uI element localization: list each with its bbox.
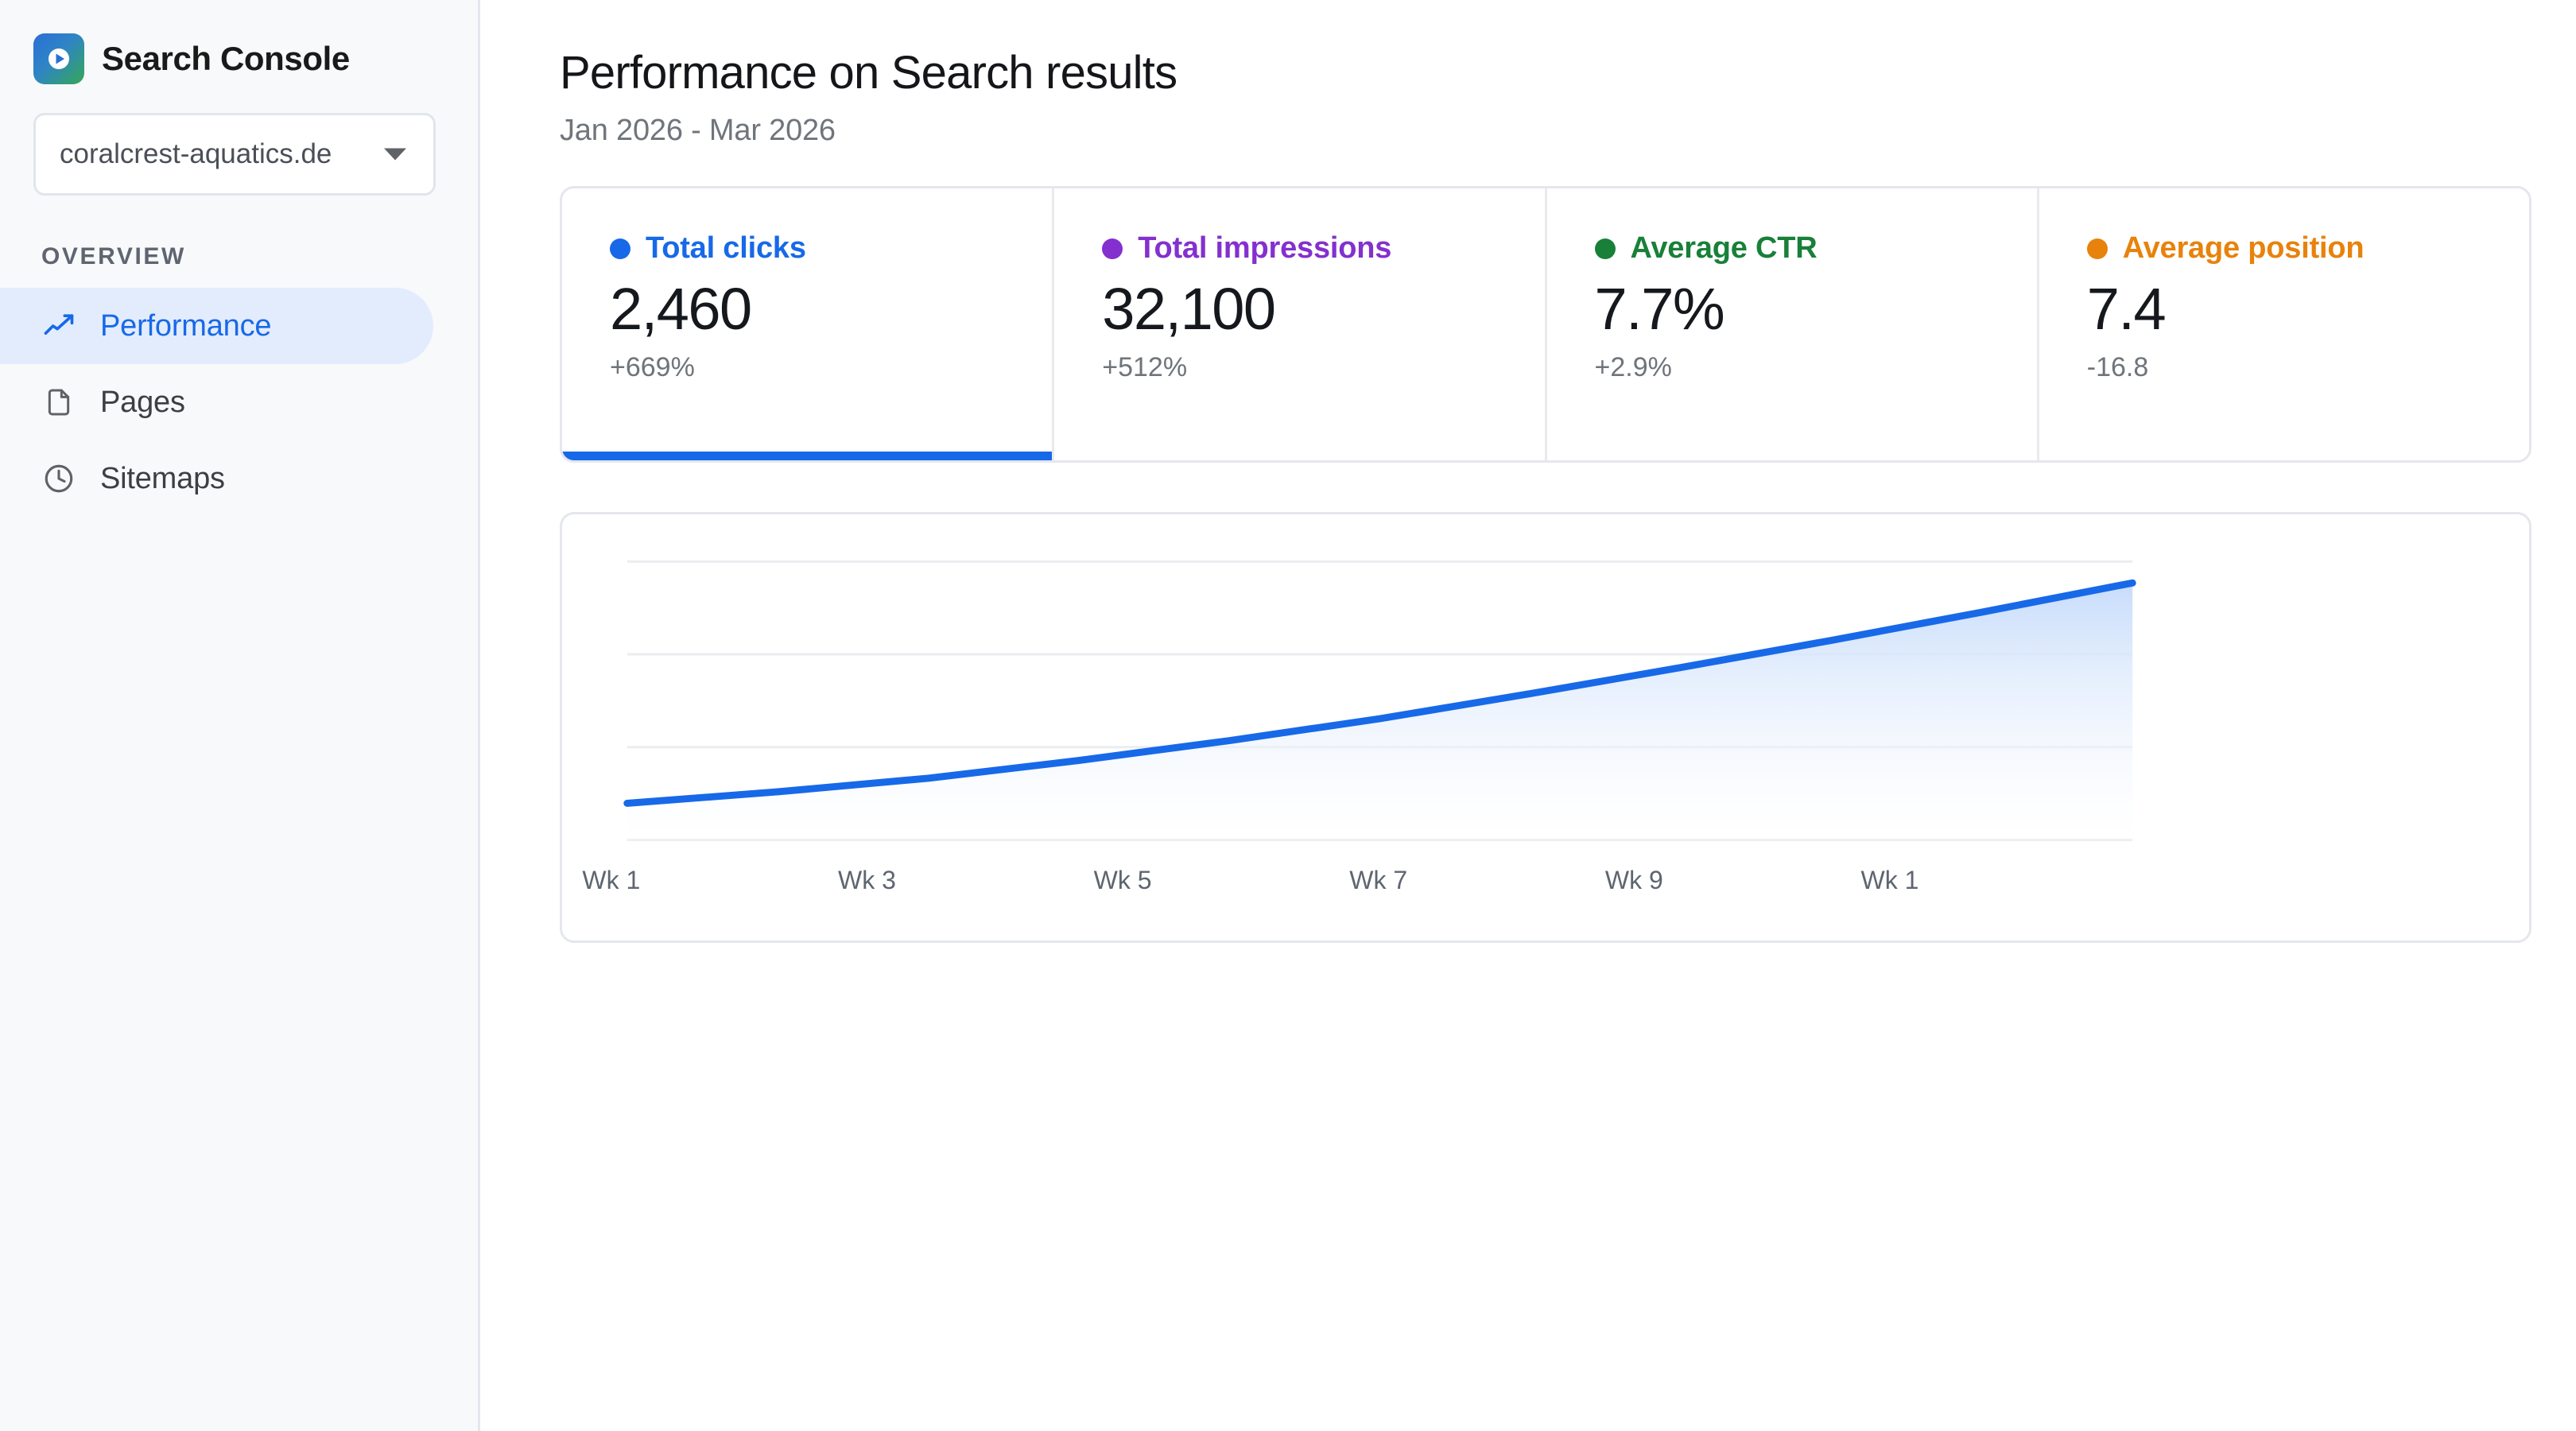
metric-cards: Total clicks 2,460 +669% Total impressio… (560, 186, 2531, 463)
chevron-down-icon (384, 148, 406, 161)
metric-label: Average position (2122, 231, 2365, 265)
metric-value: 7.7% (1594, 276, 1725, 342)
sidebar-item-label: Sitemaps (100, 461, 225, 495)
metric-color-dot-icon (1594, 238, 1616, 259)
performance-area-chart[interactable] (562, 514, 2529, 940)
chart-line (623, 579, 2136, 807)
metric-delta: -16.8 (2086, 352, 2149, 383)
main-content: Performance on Search results Jan 2026 -… (480, 0, 2576, 1431)
metric-delta: +2.9% (1594, 352, 1672, 383)
chart-x-tick-label: Wk 3 (838, 866, 896, 894)
chart-x-tick-label: Wk 7 (1349, 866, 1408, 894)
metric-card-total-impressions[interactable]: Total impressions 32,100 +512% (1054, 188, 1547, 460)
metric-value: 7.4 (2086, 276, 2167, 342)
sidebar-item-sitemaps[interactable]: Sitemaps (0, 440, 433, 517)
site-selector-value: coralcrest-aquatics.de (60, 138, 332, 169)
page-title: Performance on Search results (560, 47, 1177, 99)
chart-x-axis: Wk 1 Wk 3 Wk 5 Wk 7 Wk 9 Wk 1 (562, 866, 2529, 901)
sidebar-item-pages[interactable]: Pages (0, 364, 433, 440)
performance-chart-card: Wk 1 Wk 3 Wk 5 Wk 7 Wk 9 Wk 1 (560, 512, 2531, 943)
sidebar: Search Console coralcrest-aquatics.de OV… (0, 0, 480, 1431)
sidebar-item-performance[interactable]: Performance (0, 288, 433, 364)
date-range-label: Jan 2026 - Mar 2026 (560, 114, 836, 147)
site-selector[interactable]: coralcrest-aquatics.de (33, 113, 436, 196)
play-circle-icon (33, 33, 84, 84)
metric-color-dot-icon (610, 238, 630, 259)
trending-up-icon (41, 308, 76, 343)
metric-card-average-position[interactable]: Average position 7.4 -16.8 (2039, 188, 2529, 460)
metric-header: Total impressions (1102, 231, 1544, 266)
metric-header: Average CTR (1594, 231, 2037, 266)
metric-label: Average CTR (1630, 231, 1818, 265)
chart-x-tick-label: Wk 1 (1860, 866, 1919, 894)
nav-section-title: OVERVIEW (41, 243, 186, 270)
chart-x-tick-label: Wk 5 (1093, 866, 1152, 894)
chart-area-fill (627, 583, 2133, 840)
metric-delta: +669% (610, 352, 695, 383)
document-icon (41, 385, 76, 420)
metric-delta: +512% (1102, 352, 1188, 383)
metric-color-dot-icon (1102, 238, 1123, 259)
metric-value: 2,460 (610, 276, 752, 342)
metric-value: 32,100 (1102, 276, 1276, 342)
metric-card-average-ctr[interactable]: Average CTR 7.7% +2.9% (1547, 188, 2039, 460)
metric-card-total-clicks[interactable]: Total clicks 2,460 +669% (562, 188, 1055, 460)
brand-name: Search Console (102, 40, 350, 77)
metric-label: Total clicks (646, 231, 806, 265)
metric-header: Total clicks (610, 231, 1052, 266)
sidebar-item-label: Pages (100, 385, 185, 419)
brand: Search Console (0, 0, 478, 84)
chart-x-tick-label: Wk 1 (582, 866, 641, 894)
metric-label: Total impressions (1138, 231, 1392, 265)
sidebar-nav: Performance Pages Site (0, 288, 478, 517)
metric-color-dot-icon (2086, 238, 2108, 259)
clock-icon (41, 461, 76, 496)
sidebar-item-label: Performance (100, 308, 272, 343)
chart-x-tick-label: Wk 9 (1604, 866, 1663, 894)
metric-header: Average position (2086, 231, 2529, 266)
